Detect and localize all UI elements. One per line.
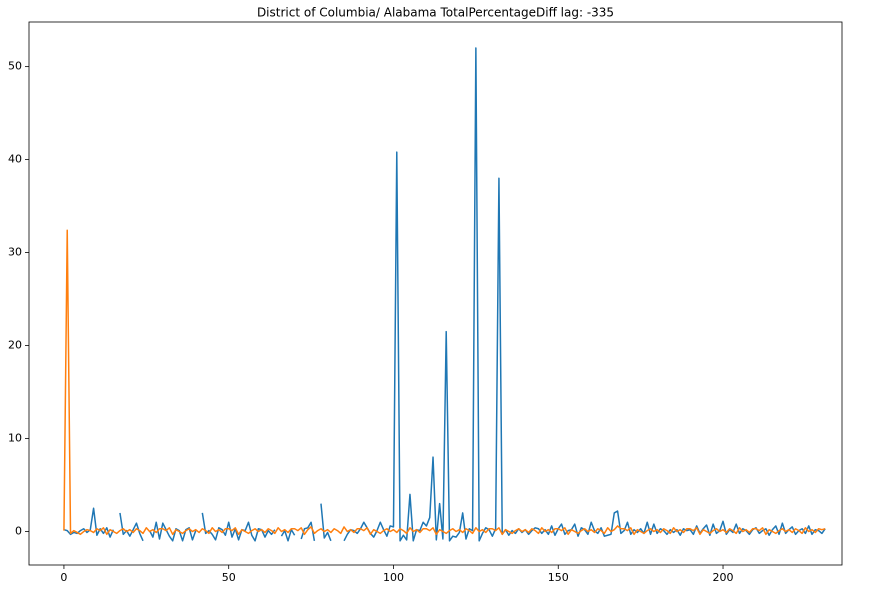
plot-frame [28, 21, 843, 566]
x-tick-label: 50 [222, 571, 236, 584]
y-tick-label: 30 [8, 246, 22, 259]
y-tick-label: 10 [8, 432, 22, 445]
x-tick-label: 100 [383, 571, 404, 584]
y-tick-label: 20 [8, 339, 22, 352]
y-tick-label: 40 [8, 153, 22, 166]
x-tick-label: 200 [713, 571, 734, 584]
y-tick-label: 50 [8, 60, 22, 73]
x-tick-label: 150 [548, 571, 569, 584]
line-series [63, 229, 826, 536]
x-tick-label: 0 [60, 571, 67, 584]
line-series [63, 47, 826, 542]
chart-title: District of Columbia/ Alabama TotalPerce… [257, 6, 614, 20]
y-tick-label: 0 [15, 525, 22, 538]
